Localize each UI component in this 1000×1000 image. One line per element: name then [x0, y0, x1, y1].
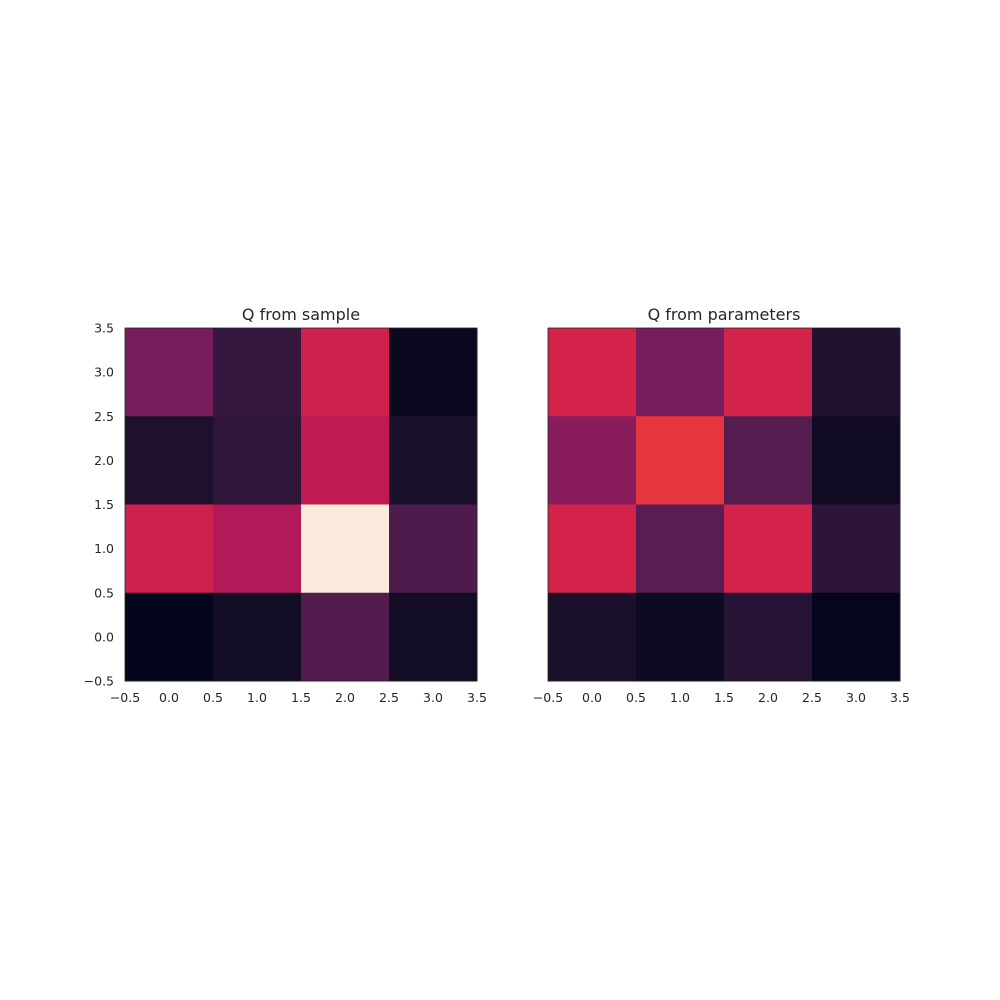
x-tick-label: 0.5 — [203, 690, 223, 705]
x-tick-label: 3.0 — [423, 690, 443, 705]
chart-title: Q from sample — [242, 305, 360, 324]
y-tick-label: 2.0 — [94, 453, 114, 468]
x-tick-label: 3.0 — [846, 690, 866, 705]
heatmap-cell-r2-c1 — [636, 505, 725, 594]
heatmap-cell-r3-c1 — [213, 593, 302, 682]
y-tick-label: 0.0 — [94, 629, 114, 644]
x-tick-label: 2.5 — [379, 690, 399, 705]
y-tick-label: 3.5 — [94, 321, 114, 336]
x-tick-label: 1.5 — [714, 690, 734, 705]
heatmap-cell-r2-c3 — [389, 505, 478, 594]
heatmap-cell-r0-c3 — [389, 328, 478, 417]
heatmap-cell-r3-c3 — [812, 593, 901, 682]
heatmap-cell-r1-c1 — [213, 416, 302, 505]
x-tick-labels: −0.5 0.0 0.5 1.0 1.5 2.0 2.5 3.0 3.5 — [110, 690, 487, 705]
heatmap-cell-r0-c0 — [125, 328, 214, 417]
heatmap-cell-r1-c3 — [389, 416, 478, 505]
heatmap-cells — [125, 328, 478, 682]
y-tick-labels: −0.5 0.0 0.5 1.0 1.5 2.0 2.5 3.0 3.5 — [84, 321, 114, 689]
heatmap-cell-r3-c2 — [724, 593, 813, 682]
x-tick-label: −0.5 — [110, 690, 140, 705]
heatmap-cell-r2-c1 — [213, 505, 302, 594]
x-tick-label: 2.5 — [802, 690, 822, 705]
x-tick-label: 2.0 — [758, 690, 778, 705]
heatmap-cell-r3-c3 — [389, 593, 478, 682]
heatmap-cell-r0-c2 — [724, 328, 813, 417]
heatmap-cell-r1-c1 — [636, 416, 725, 505]
x-tick-label: 0.5 — [626, 690, 646, 705]
heatmap-cell-r3-c1 — [636, 593, 725, 682]
chart-title: Q from parameters — [648, 305, 801, 324]
heatmap-cell-r0-c3 — [812, 328, 901, 417]
x-tick-labels: −0.5 0.0 0.5 1.0 1.5 2.0 2.5 3.0 3.5 — [533, 690, 910, 705]
heatmap-panel-parameters: Q from parameters −0.5 0.0 0.5 1.0 1.5 2.0 2.5… — [533, 305, 910, 705]
x-tick-label: 1.0 — [247, 690, 267, 705]
heatmap-cell-r1-c2 — [724, 416, 813, 505]
heatmap-cell-r0-c1 — [636, 328, 725, 417]
heatmap-panel-sample: Q from sample −0.5 0.0 0.5 1.0 1.5 2.0 2.5 3.0 3… — [84, 305, 487, 705]
x-tick-label: 1.0 — [670, 690, 690, 705]
heatmap-cell-r0-c0 — [548, 328, 637, 417]
heatmap-cell-r2-c3 — [812, 505, 901, 594]
heatmap-cell-r0-c2 — [301, 328, 390, 417]
heatmap-cell-r1-c2 — [301, 416, 390, 505]
heatmap-cell-r3-c0 — [125, 593, 214, 682]
x-tick-label: −0.5 — [533, 690, 563, 705]
heatmap-cell-r1-c3 — [812, 416, 901, 505]
heatmap-cell-r2-c0 — [125, 505, 214, 594]
heatmap-cells — [548, 328, 901, 682]
x-tick-label: 2.0 — [335, 690, 355, 705]
x-tick-label: 1.5 — [291, 690, 311, 705]
heatmap-cell-r0-c1 — [213, 328, 302, 417]
x-tick-label: 3.5 — [467, 690, 487, 705]
y-tick-label: 0.5 — [94, 585, 114, 600]
heatmap-cell-r2-c2 — [724, 505, 813, 594]
heatmap-cell-r3-c2 — [301, 593, 390, 682]
x-tick-label: 0.0 — [159, 690, 179, 705]
x-tick-label: 3.5 — [890, 690, 910, 705]
heatmap-cell-r2-c2 — [301, 505, 390, 594]
heatmap-cell-r1-c0 — [125, 416, 214, 505]
y-tick-label: 1.0 — [94, 541, 114, 556]
x-tick-label: 0.0 — [582, 690, 602, 705]
heatmap-cell-r3-c0 — [548, 593, 637, 682]
y-tick-label: 3.0 — [94, 365, 114, 380]
y-tick-label: −0.5 — [84, 674, 114, 689]
heatmap-cell-r2-c0 — [548, 505, 637, 594]
heatmap-cell-r1-c0 — [548, 416, 637, 505]
y-tick-label: 1.5 — [94, 497, 114, 512]
y-tick-label: 2.5 — [94, 409, 114, 424]
